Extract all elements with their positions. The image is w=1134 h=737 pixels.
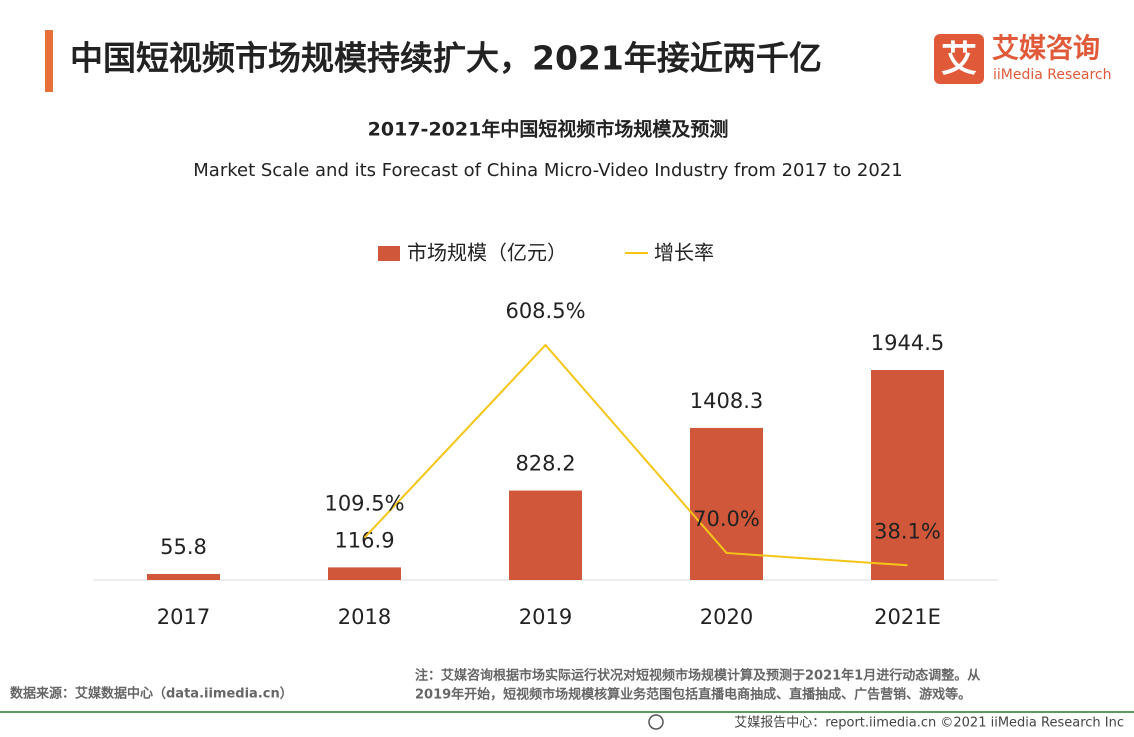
copyright: 艾媒报告中心：report.iimedia.cn ©2021 iiMedia R… — [734, 716, 1124, 731]
source: 数据来源：艾媒数据中心（data.iimedia.cn） — [10, 686, 293, 702]
x-tick-label: 2019 — [519, 605, 572, 629]
bar — [147, 573, 220, 580]
x-tick-label: 2017 — [157, 605, 210, 629]
logo-en: iiMedia Research — [993, 67, 1112, 83]
bar-value-label: 1408.3 — [690, 389, 763, 413]
legend-swatch — [378, 246, 400, 261]
line-value-label: 608.5% — [505, 299, 585, 323]
bar-value-label: 1944.5 — [871, 331, 944, 355]
title-accent — [45, 30, 53, 92]
bar-value-label: 116.9 — [334, 528, 394, 552]
line-value-label: 38.1% — [874, 519, 941, 543]
logo-name: 艾媒咨询 — [992, 33, 1100, 65]
page-title: 中国短视频市场规模持续扩大，2021年接近两千亿 — [70, 39, 822, 78]
logo-mark: 艾 — [941, 39, 977, 80]
x-tick-label: 2020 — [700, 605, 753, 629]
legend-label: 市场规模（亿元） — [407, 241, 567, 265]
line-value-label: 109.5% — [324, 492, 404, 516]
growth-line — [363, 343, 908, 567]
bar-value-label: 55.8 — [160, 535, 207, 559]
chart-subtitle: Market Scale and its Forecast of China M… — [193, 160, 902, 181]
bar — [509, 490, 582, 580]
note-line: 注：艾媒咨询根据市场实际运行状况对短视频市场规模计算及预测于2021年1月进行动… — [415, 668, 980, 684]
note-line: 2019年开始，短视频市场规模核算业务范围包括直播电商抽成、直播抽成、广告营销、… — [415, 687, 971, 703]
bar — [871, 370, 944, 580]
footer-icon — [648, 714, 664, 730]
bar — [328, 567, 401, 580]
chart-title: 2017-2021年中国短视频市场规模及预测 — [368, 118, 729, 141]
legend-label: 增长率 — [654, 241, 714, 265]
x-tick-label: 2018 — [338, 605, 391, 629]
bar — [690, 427, 763, 580]
bar-value-label: 828.2 — [515, 452, 575, 476]
line-value-label: 70.0% — [693, 507, 760, 531]
x-tick-label: 2021E — [874, 605, 941, 629]
logo-box — [934, 34, 984, 84]
